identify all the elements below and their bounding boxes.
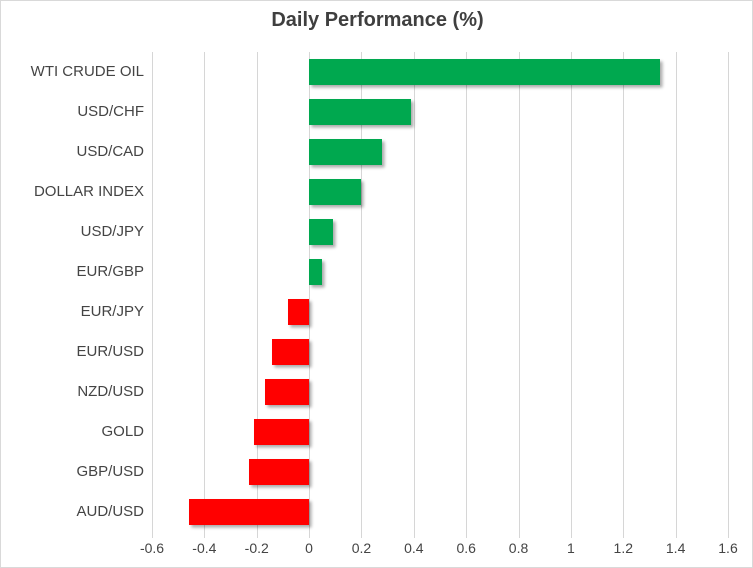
axis-tick-mark <box>728 532 729 538</box>
x-axis-tick-label: -0.4 <box>192 540 217 556</box>
category-label: EUR/USD <box>76 343 144 360</box>
bar-usd-jpy <box>309 219 333 245</box>
gridline <box>256 52 258 532</box>
x-axis-tick-label: 1.6 <box>718 540 738 556</box>
x-axis-tick-label: 0.4 <box>404 540 424 556</box>
bar-usd-chf <box>309 99 412 125</box>
bar-usd-cad <box>309 139 383 165</box>
bar-nzd-usd <box>264 379 310 405</box>
axis-tick-mark <box>675 532 677 538</box>
category-label: WTI CRUDE OIL <box>30 63 144 80</box>
bar-eur-usd <box>272 339 310 365</box>
category-label: GBP/USD <box>76 463 144 480</box>
x-axis-tick-label: -0.2 <box>244 540 269 556</box>
bar-eur-gbp <box>309 259 323 285</box>
gridline <box>675 52 677 532</box>
axis-tick-mark <box>623 532 625 538</box>
x-axis-tick-label: 0 <box>305 540 313 556</box>
gridline <box>204 52 206 532</box>
category-label: EUR/JPY <box>80 303 144 320</box>
x-axis-tick-label: -0.6 <box>139 540 165 556</box>
bar-dollar-index <box>309 179 362 205</box>
x-axis-tick-label: 1.2 <box>613 540 633 556</box>
axis-tick-mark <box>256 532 258 538</box>
category-label: NZD/USD <box>77 383 144 400</box>
axis-tick-mark <box>518 532 520 538</box>
axis-tick-mark <box>152 532 153 538</box>
category-label: USD/CHF <box>77 103 144 120</box>
gridline <box>518 52 520 532</box>
axis-tick-mark <box>204 532 206 538</box>
axis-tick-mark <box>413 532 415 538</box>
axis-tick-mark <box>570 532 572 538</box>
gridline <box>361 52 363 532</box>
gridline <box>623 52 625 532</box>
gridline <box>466 52 468 532</box>
category-label: USD/JPY <box>80 223 144 240</box>
gridline <box>570 52 572 532</box>
x-axis-tick-label: 1 <box>567 540 575 556</box>
x-axis-tick-label: 0.8 <box>508 540 529 556</box>
gridline <box>309 52 311 532</box>
category-label: AUD/USD <box>76 503 144 520</box>
axis-tick-mark <box>309 532 311 538</box>
chart-title: Daily Performance (%) <box>271 9 484 31</box>
x-axis-tick-label: 0.6 <box>456 540 476 556</box>
bar-eur-jpy <box>288 299 310 325</box>
bar-gbp-usd <box>248 459 310 485</box>
bar-gold <box>254 419 310 445</box>
x-axis-tick-label: 1.4 <box>665 540 686 556</box>
bar-aud-usd <box>188 499 310 525</box>
x-axis-tick-label: 0.2 <box>351 540 372 556</box>
plot-area <box>152 52 729 538</box>
axis-tick-mark <box>466 532 468 538</box>
category-label: GOLD <box>101 423 144 440</box>
category-label: EUR/GBP <box>76 263 144 280</box>
bar-wti-crude-oil <box>309 59 660 85</box>
gridline <box>728 52 729 532</box>
category-label: DOLLAR INDEX <box>33 183 144 200</box>
gridline <box>413 52 415 532</box>
axis-tick-mark <box>361 532 363 538</box>
category-label: USD/CAD <box>76 143 144 160</box>
gridline <box>152 52 153 532</box>
